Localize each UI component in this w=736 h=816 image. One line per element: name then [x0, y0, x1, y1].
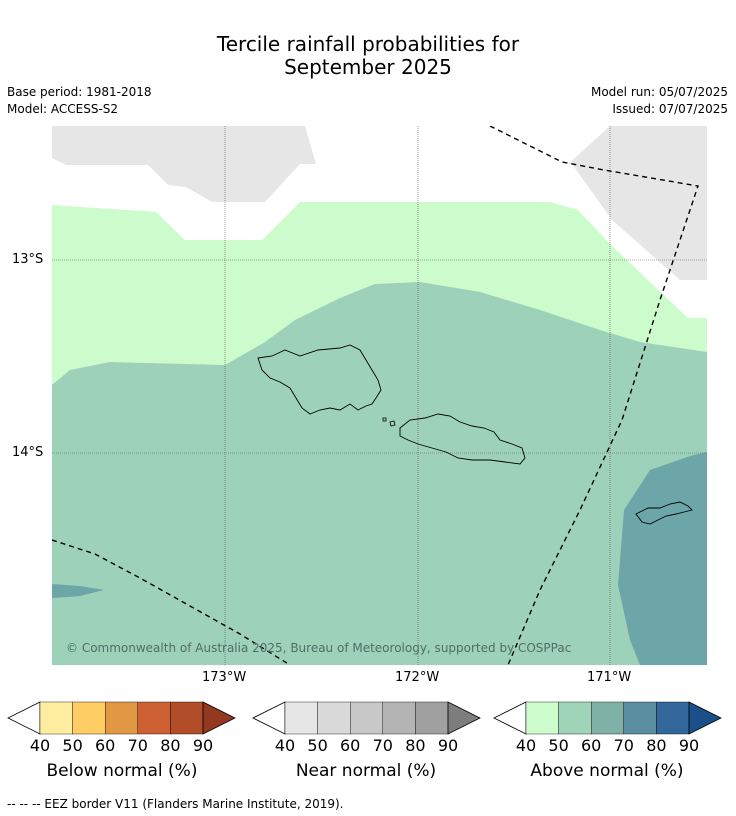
colorbar-near-tick-70: 70 — [372, 736, 393, 755]
lon-label-171w: 171°W — [587, 670, 632, 685]
colorbar-below-bin-2 — [104, 701, 138, 735]
lat-label-13s: 13°S — [12, 252, 44, 267]
colorbar-title-near: Near normal (%) — [295, 761, 437, 781]
colorbar-above-tick-40: 40 — [515, 736, 537, 755]
colorbar-near-tick-90: 90 — [437, 736, 459, 755]
eez-footnote: -- -- -- EEZ border V11 (Flanders Marine… — [7, 797, 344, 811]
copyright-notice: © Commonwealth of Australia 2025, Bureau… — [66, 641, 572, 655]
colorbar-above-tick-50: 50 — [548, 736, 569, 755]
issued-label: Issued: 07/07/2025 — [612, 102, 728, 116]
eez-border-southwest — [52, 539, 291, 665]
colorbar-near-bin-4 — [415, 701, 449, 735]
colorbar-near-bin-2 — [350, 701, 384, 735]
above-normal-70-region-west — [52, 584, 104, 598]
colorbar-title-above: Above normal (%) — [530, 761, 684, 781]
colorbar-below-tick-50: 50 — [62, 736, 83, 755]
colorbar-near-bin-3 — [382, 701, 416, 735]
above-normal-70-region-east — [618, 452, 707, 665]
colorbar-above-tick-70: 70 — [613, 736, 634, 755]
colorbar-above-extend-low — [493, 701, 527, 735]
colorbar-above-bin-4 — [656, 701, 690, 735]
colorbar-near-tick-60: 60 — [340, 736, 361, 755]
chart-title-line2: September 2025 — [284, 55, 452, 79]
upolu-island-outline — [399, 413, 526, 465]
colorbar-near-extend-high — [447, 701, 481, 735]
lon-label-173w: 173°W — [202, 670, 247, 685]
savaii-island-outline — [257, 344, 382, 415]
colorbar-below-extend-low — [7, 701, 41, 735]
colorbar-above-bin-0 — [525, 701, 559, 735]
lat-label-14s: 14°S — [12, 445, 44, 460]
model-run-label: Model run: 05/07/2025 — [590, 85, 728, 99]
chart-title-line1: Tercile rainfall probabilities for — [216, 32, 520, 56]
manono-islet — [389, 420, 396, 427]
model-label: Model: ACCESS-S2 — [7, 102, 119, 116]
colorbar-below-bin-3 — [137, 701, 171, 735]
colorbar-below-bin-1 — [72, 701, 106, 735]
colorbar-above-tick-90: 90 — [678, 736, 700, 755]
colorbar-above-bin-3 — [623, 701, 657, 735]
colorbar-title-below: Below normal (%) — [46, 761, 198, 781]
lon-label-172w: 172°W — [395, 670, 440, 685]
colorbar-below-bin-4 — [170, 701, 204, 735]
near-normal-40-region-left — [52, 126, 316, 202]
colorbar-above-bin-2 — [591, 701, 625, 735]
meta-left: Base period: 1981-2018 Model: ACCESS-S2 — [7, 84, 152, 118]
colorbar-near-tick-50: 50 — [307, 736, 328, 755]
colorbar-near-bin-1 — [317, 701, 351, 735]
colorbar-below-tick-90: 90 — [192, 736, 214, 755]
colorbar-above-tick-60: 60 — [581, 736, 602, 755]
colorbar-near-extend-low — [252, 701, 286, 735]
colorbar-above-bin-1 — [558, 701, 592, 735]
colorbar-below-tick-70: 70 — [127, 736, 148, 755]
colorbar-below-tick-80: 80 — [160, 736, 181, 755]
colorbar-above-tick-80: 80 — [646, 736, 667, 755]
colorbar-below-extend-high — [202, 701, 236, 735]
map-layers — [52, 126, 707, 665]
base-period-label: Base period: 1981-2018 — [7, 85, 152, 99]
colorbar-near-tick-80: 80 — [405, 736, 426, 755]
colorbar-above-extend-high — [688, 701, 722, 735]
meta-right: Model run: 05/07/2025 Issued: 07/07/2025 — [591, 84, 728, 118]
colorbar-below-tick-40: 40 — [29, 736, 51, 755]
colorbar-near-bin-0 — [284, 701, 318, 735]
colorbar-below-tick-60: 60 — [95, 736, 116, 755]
colorbar-below-bin-0 — [39, 701, 73, 735]
eez-border-east — [489, 126, 699, 665]
colorbar-near-tick-40: 40 — [274, 736, 296, 755]
apolima-islet — [382, 417, 387, 422]
tutuila-island-outline — [635, 501, 693, 525]
